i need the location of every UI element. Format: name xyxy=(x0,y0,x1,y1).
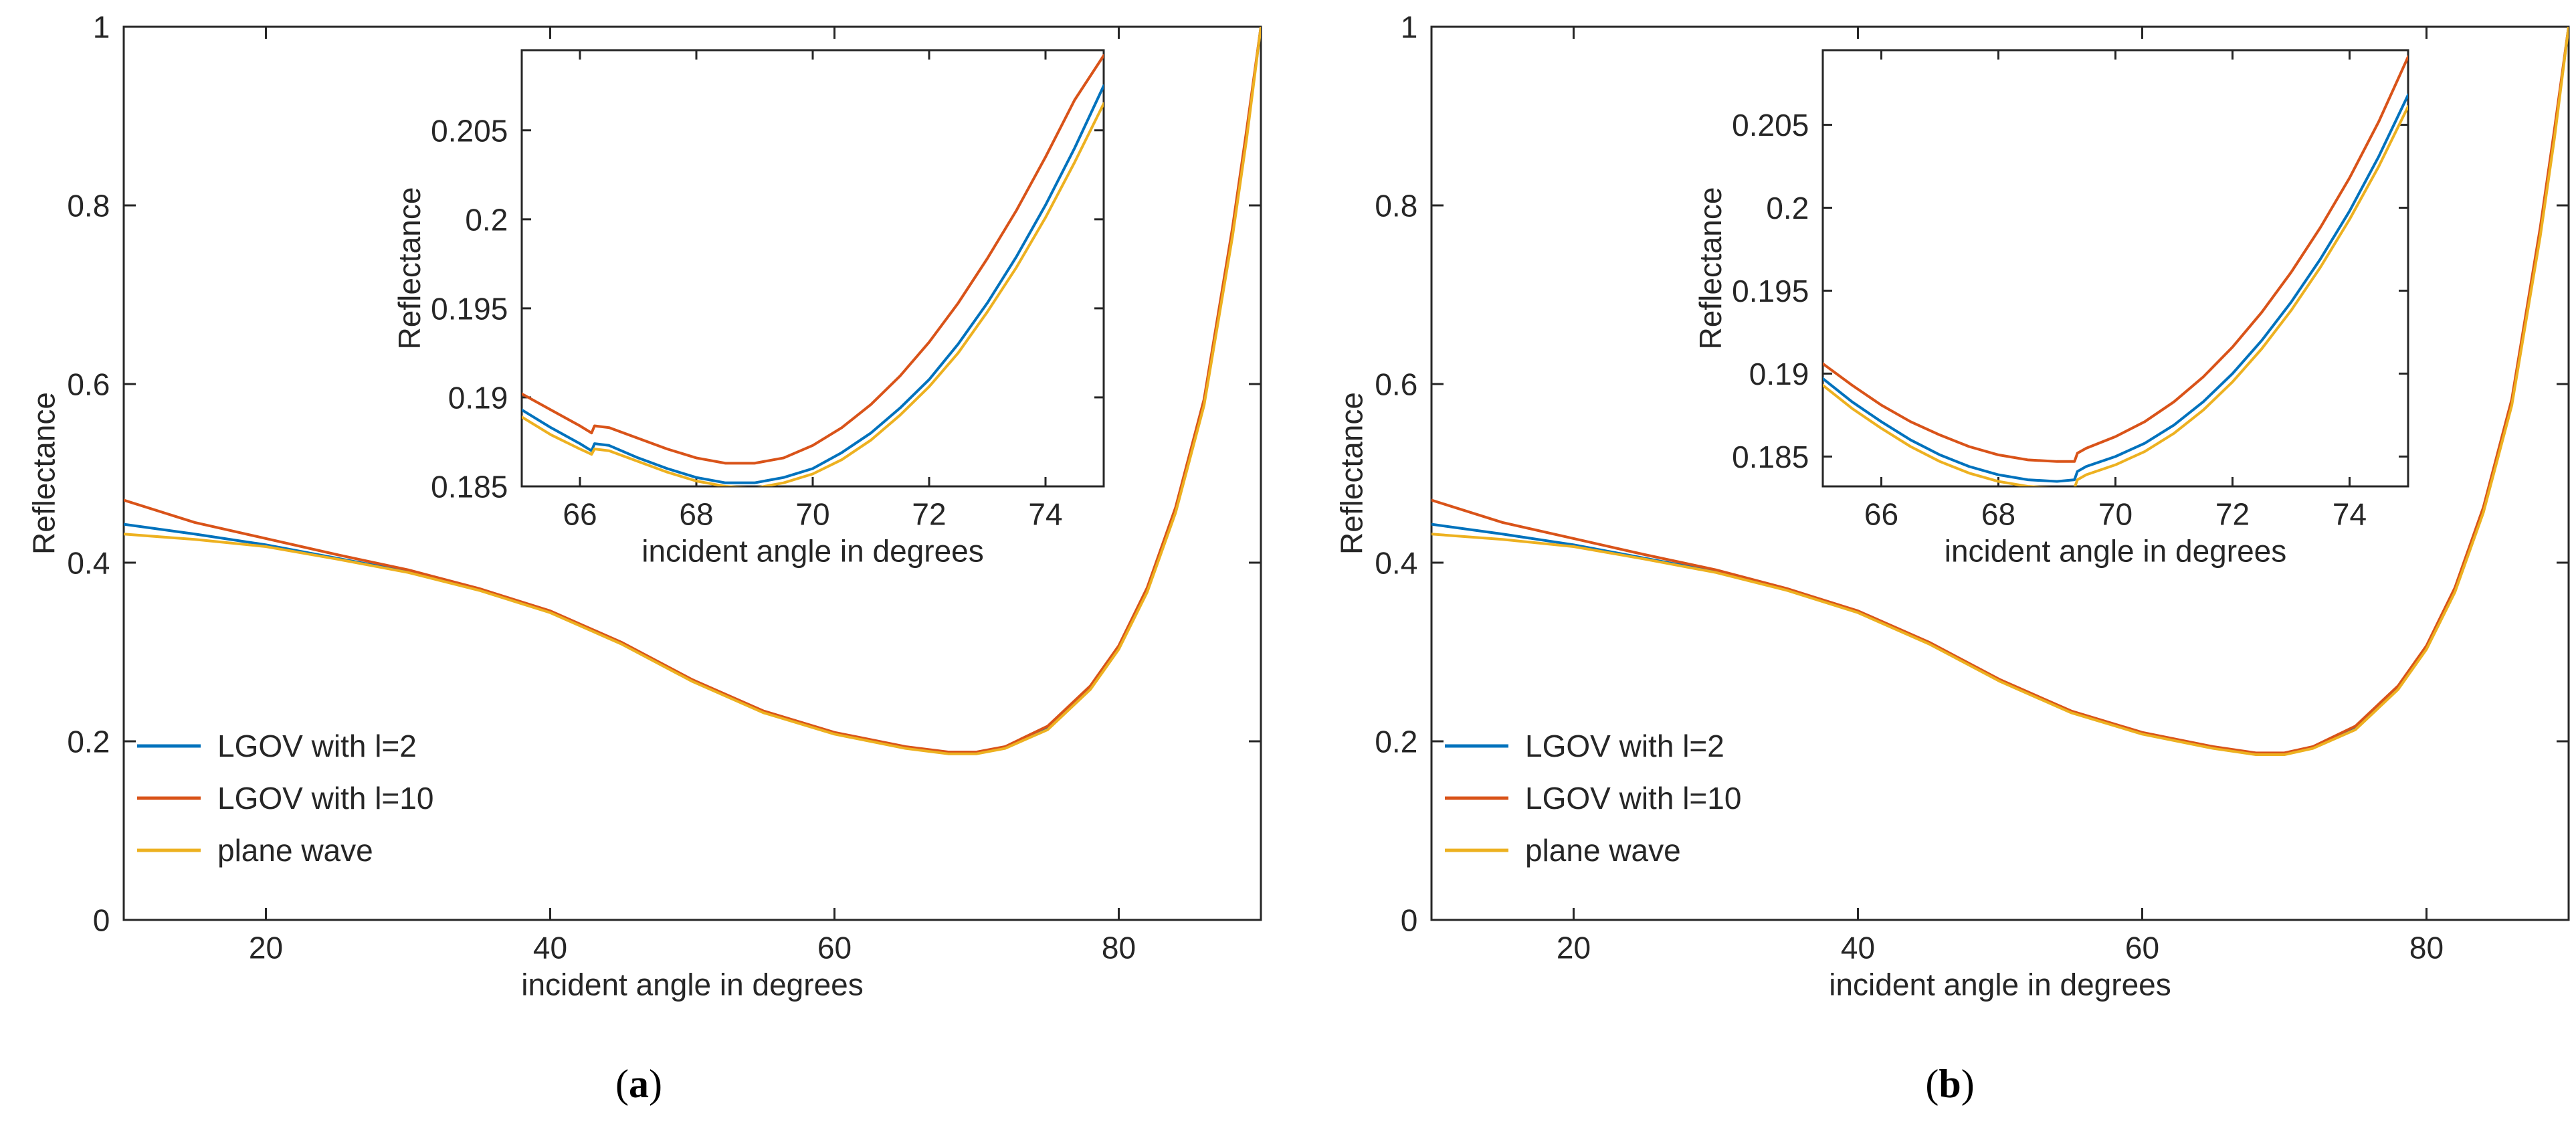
inset-a-ylabel: Reflectance xyxy=(392,187,427,350)
inset-b-series-lgov-with-l-2 xyxy=(1823,93,2408,483)
legend-entry: plane wave xyxy=(217,833,373,868)
inset-b-xtick-label: 68 xyxy=(1981,497,2015,532)
inset-b-ytick-label: 0.185 xyxy=(1732,440,1809,474)
inset-a-series-lgov-with-l-2 xyxy=(522,84,1104,484)
inset-b-xlabel: incident angle in degrees xyxy=(1945,534,2286,569)
caption-open-paren: ( xyxy=(615,1062,629,1106)
main-b-xtick-label: 60 xyxy=(2125,931,2159,965)
inset-a-xlabel: incident angle in degrees xyxy=(641,534,983,569)
inset-b-ytick-label: 0.195 xyxy=(1732,274,1809,308)
legend-a: LGOV with l=2 LGOV with l=10 plane wave xyxy=(137,729,433,868)
inset-b-ytick-label: 0.2 xyxy=(1766,191,1809,225)
main-b-xtick-label: 80 xyxy=(2409,931,2444,965)
caption-letter: a xyxy=(629,1062,649,1106)
main-a-ytick-label: 0.2 xyxy=(67,725,110,759)
inset-a-ytick-label: 0.195 xyxy=(431,291,508,326)
inset-b-plot-area xyxy=(1823,55,2408,486)
main-a-xtick-label: 80 xyxy=(1102,931,1136,965)
inset-b-xtick-label: 72 xyxy=(2215,497,2250,532)
main-a-series-lgov-with-l-10 xyxy=(124,27,1261,754)
main-b-series-plane-wave xyxy=(1431,27,2569,757)
inset-a-ytick-label: 0.205 xyxy=(431,113,508,148)
main-b-ytick-label: 0.6 xyxy=(1375,367,1417,402)
main-b-ytick-label: 0.2 xyxy=(1375,725,1417,759)
inset-b-xtick-label: 66 xyxy=(1864,497,1898,532)
caption-close-paren: ) xyxy=(1961,1062,1975,1106)
main-a-ylabel: Reflectance xyxy=(27,392,62,555)
main-b-xtick-label: 40 xyxy=(1841,931,1875,965)
inset-a-plot-area xyxy=(522,54,1104,486)
inset-axes-a: 66 68 70 72 74 0.185 0.19 0.195 0.2 0.205 incident… xyxy=(392,49,1105,569)
legend-entry: plane wave xyxy=(1525,833,1681,868)
inset-b-ylabel: Reflectance xyxy=(1693,187,1728,350)
main-b-xtick-label: 20 xyxy=(1557,931,1591,965)
panel-caption: (b) xyxy=(1925,1062,1974,1106)
inset-a-xtick-label: 74 xyxy=(1028,497,1062,532)
main-b-ylabel: Reflectance xyxy=(1334,392,1369,555)
inset-a-series-plane-wave xyxy=(522,102,1104,486)
main-a-xtick-label: 20 xyxy=(249,931,283,965)
panel-caption: (a) xyxy=(615,1062,662,1106)
chart-panel-a: 20 40 60 80 0 0.2 0.4 0.6 0.8 1 incident angle in … xyxy=(27,10,1262,1106)
legend-entry: LGOV with l=2 xyxy=(1525,729,1724,763)
main-a-ytick-label: 0 xyxy=(93,903,110,938)
main-a-ytick-label: 0.8 xyxy=(67,189,110,223)
inset-b-series-plane-wave xyxy=(1823,105,2408,486)
inset-axes-b: 66 68 70 72 74 0.185 0.19 0.195 0.2 0.205 incident… xyxy=(1693,49,2409,569)
inset-b-xtick-label: 70 xyxy=(2098,497,2133,532)
main-b-plot-area xyxy=(1431,27,2569,757)
main-a-ytick-label: 1 xyxy=(93,10,110,45)
inset-b-ytick-label: 0.19 xyxy=(1749,357,1809,391)
main-b-ytick-label: 0 xyxy=(1401,903,1418,938)
main-a-xtick-label: 40 xyxy=(533,931,567,965)
main-a-ytick-label: 0.4 xyxy=(67,546,110,581)
main-b-series-lgov-with-l-10 xyxy=(1431,27,2569,755)
legend-entry: LGOV with l=10 xyxy=(1525,781,1741,816)
main-b-ytick-label: 0.4 xyxy=(1375,546,1417,581)
inset-b-series-lgov-with-l-10 xyxy=(1823,55,2408,463)
main-a-plot-area xyxy=(124,27,1261,755)
chart-panel-b: 20 40 60 80 0 0.2 0.4 0.6 0.8 1 incident angle in … xyxy=(1334,10,2570,1106)
main-a-xtick-label: 60 xyxy=(817,931,852,965)
main-a-ytick-label: 0.6 xyxy=(67,367,110,402)
main-b-ytick-label: 1 xyxy=(1401,10,1418,45)
inset-a-ytick-label: 0.185 xyxy=(431,470,508,504)
inset-a-xtick-label: 68 xyxy=(679,497,713,532)
caption-open-paren: ( xyxy=(1925,1062,1939,1106)
inset-a-axes-box xyxy=(520,49,1105,488)
inset-a-xtick-label: 66 xyxy=(563,497,597,532)
inset-a-series-lgov-with-l-10 xyxy=(522,54,1104,465)
caption-close-paren: ) xyxy=(649,1062,662,1106)
main-b-xlabel: incident angle in degrees xyxy=(1829,967,2171,1002)
main-a-series-plane-wave xyxy=(124,27,1261,755)
legend-entry: LGOV with l=2 xyxy=(217,729,417,763)
inset-a-ytick-label: 0.2 xyxy=(465,202,508,237)
inset-a-xtick-label: 70 xyxy=(795,497,829,532)
inset-a-xtick-label: 72 xyxy=(912,497,946,532)
main-a-xlabel: incident angle in degrees xyxy=(521,967,863,1002)
inset-b-xtick-label: 74 xyxy=(2333,497,2367,532)
caption-letter: b xyxy=(1939,1062,1961,1106)
inset-b-axes-box xyxy=(1821,49,2409,488)
legend-b: LGOV with l=2 LGOV with l=10 plane wave xyxy=(1445,729,1741,868)
main-b-ytick-label: 0.8 xyxy=(1375,189,1417,223)
inset-b-ytick-label: 0.205 xyxy=(1732,108,1809,143)
inset-a-ytick-label: 0.19 xyxy=(448,380,508,415)
legend-entry: LGOV with l=10 xyxy=(217,781,433,816)
